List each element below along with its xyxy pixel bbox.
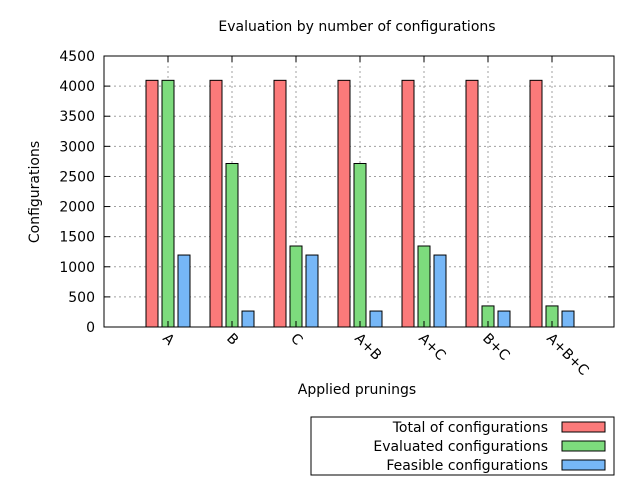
- x-axis-ticks: A B C A+B A+C B+C A+B+C: [159, 56, 592, 379]
- bar: [145, 79, 159, 328]
- y-tick-label: 3000: [59, 139, 95, 155]
- x-tick-label: A+B+C: [543, 331, 592, 380]
- y-tick-label: 1500: [59, 230, 95, 246]
- bar: [273, 79, 287, 328]
- plot-frame: [103, 55, 615, 328]
- legend-swatch: [561, 459, 606, 471]
- bar: [177, 254, 191, 328]
- legend-label: Feasible configurations: [386, 458, 548, 474]
- legend-label: Evaluated configurations: [373, 439, 548, 455]
- bar: [289, 245, 303, 328]
- bar: [561, 310, 575, 328]
- y-tick-label: 2000: [59, 200, 95, 216]
- y-tick-label: 1000: [59, 260, 95, 276]
- bar: [305, 254, 319, 328]
- x-axis-label: Applied prunings: [298, 382, 416, 398]
- bar: [209, 79, 223, 328]
- bar: [225, 162, 239, 328]
- legend-swatch: [561, 421, 606, 433]
- bar: [161, 79, 175, 328]
- chart-title: Evaluation by number of configurations: [218, 19, 495, 35]
- y-axis-label: Configurations: [27, 141, 43, 243]
- legend: Total of configurations Evaluated configu…: [310, 416, 615, 476]
- legend-swatch: [561, 440, 606, 452]
- x-tick-label: C: [287, 331, 305, 349]
- x-tick-label: B+C: [479, 331, 512, 364]
- bar: [497, 310, 511, 328]
- x-tick-label: A+C: [415, 331, 448, 364]
- bar: [401, 79, 415, 328]
- bars: [145, 79, 575, 328]
- bar: [337, 79, 351, 328]
- x-tick-label: B: [223, 331, 241, 349]
- y-tick-label: 0: [86, 320, 95, 336]
- x-tick-label: A: [159, 331, 177, 349]
- bar: [433, 254, 447, 328]
- legend-label: Total of configurations: [392, 420, 548, 436]
- bar: [465, 79, 479, 328]
- y-tick-label: 4000: [59, 79, 95, 95]
- y-axis-ticks: 0 500 1000 1500 2000 2500 3000 3500 4000 4500: [59, 49, 614, 336]
- y-tick-label: 2500: [59, 169, 95, 185]
- y-tick-label: 4500: [59, 49, 95, 65]
- y-tick-label: 3500: [59, 109, 95, 125]
- bar: [417, 245, 431, 328]
- bar: [241, 310, 255, 328]
- bar: [369, 310, 383, 328]
- bar: [353, 162, 367, 328]
- x-tick-label: A+B: [351, 331, 384, 364]
- bar: [529, 79, 543, 328]
- y-tick-label: 500: [68, 290, 95, 306]
- legend-frame: [310, 416, 615, 476]
